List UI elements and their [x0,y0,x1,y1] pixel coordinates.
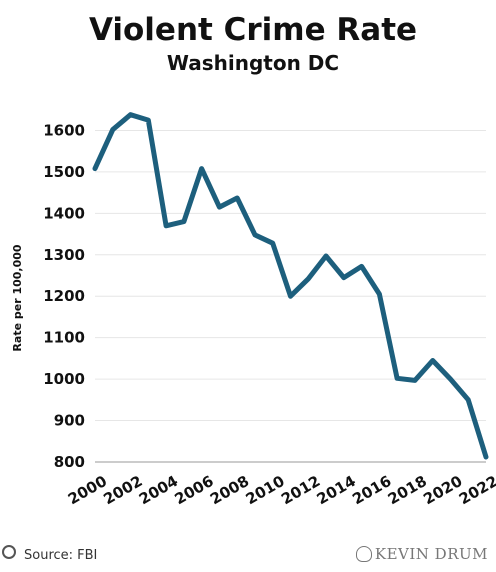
y-tick-label: 1300 [43,246,85,264]
x-tick-label: 2022 [456,472,496,508]
y-axis-label: Rate per 100,000 [11,244,24,351]
series-line [92,112,489,460]
cat-logo-icon [355,546,372,562]
y-tick-label: 900 [54,412,85,430]
source-text: Source: FBI [24,548,98,563]
y-axis: 800 900 1000 1100 1200 1300 1400 1500 1600 [43,121,85,471]
y-tick-label: 1500 [43,163,85,181]
chart-title: Violent Crime Rate [89,12,417,48]
y-tick-label: 1000 [43,370,85,388]
y-tick-label: 1100 [43,329,85,347]
y-tick-label: 800 [54,453,85,471]
chart-subtitle: Washington DC [167,51,339,75]
y-tick-label: 1600 [43,121,85,139]
x-axis: 2000200220042006200820102012201420162018… [65,472,496,508]
line-chart: Violent Crime Rate Washington DC 800 900 1… [11,12,496,508]
y-tick-label: 1200 [43,287,85,305]
watermark-text: KEVIN DRUM [374,545,488,563]
watermark: KEVIN DRUM [355,545,488,563]
info-icon [2,544,16,559]
source-note: Source: FBI [2,544,98,563]
series [92,112,489,460]
y-tick-label: 1400 [43,204,85,222]
